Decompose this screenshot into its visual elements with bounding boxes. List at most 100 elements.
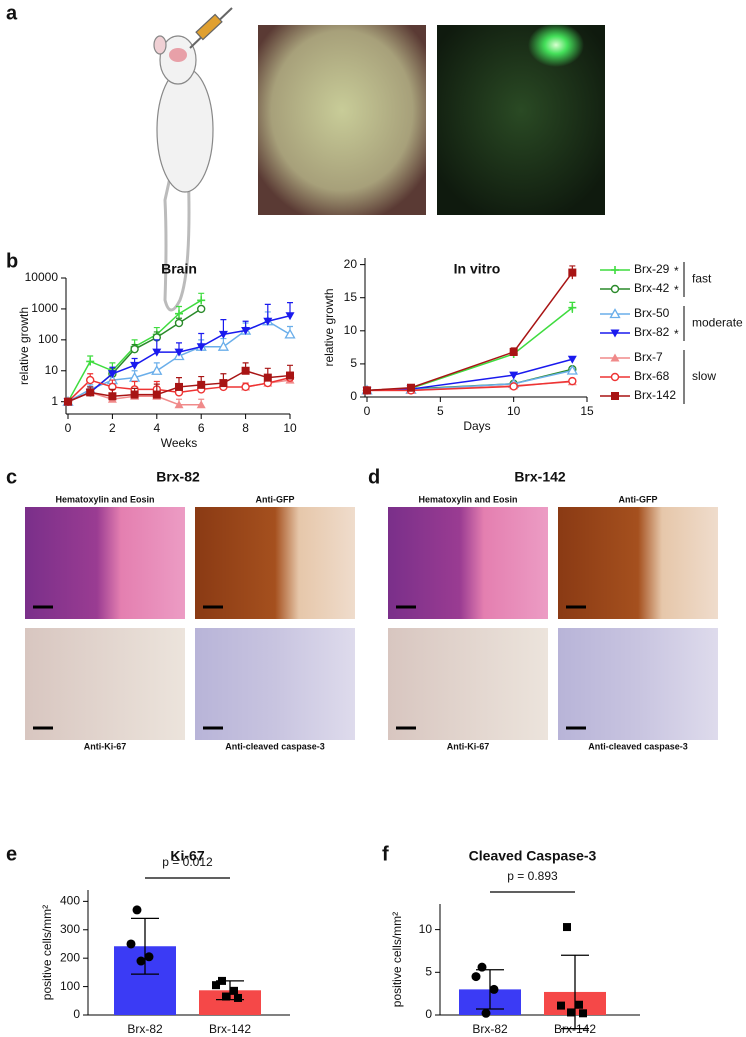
marker <box>234 993 242 1002</box>
legend-label: Brx-29 <box>634 262 670 276</box>
y-tick-label: 0 <box>350 389 357 403</box>
marker <box>219 379 228 388</box>
legend-label: Brx-68 <box>634 369 670 383</box>
legend-label: Brx-82 <box>634 325 670 339</box>
micrograph-title: Brx-142 <box>514 469 566 485</box>
y-tick-label: 5 <box>425 964 432 978</box>
marker <box>610 353 620 362</box>
stain-label: Anti-cleaved caspase-3 <box>588 741 688 751</box>
chart-title: Brain <box>161 261 197 277</box>
y-tick-label: 100 <box>38 332 58 346</box>
y-tick-label: 0 <box>425 1007 432 1021</box>
panel-label: e <box>6 843 17 865</box>
micrograph <box>388 507 548 619</box>
marker <box>489 984 499 994</box>
marker <box>285 312 295 321</box>
y-tick-label: 10 <box>344 323 358 337</box>
x-tick-label: 2 <box>109 421 116 435</box>
micrograph <box>25 507 185 619</box>
legend-flag: * <box>674 283 679 297</box>
stain-label: Anti-Ki-67 <box>447 741 490 751</box>
marker <box>263 373 272 382</box>
marker <box>567 1008 575 1017</box>
x-tick-label: 5 <box>437 404 444 418</box>
marker <box>557 1001 565 1010</box>
y-tick-label: 300 <box>60 922 80 936</box>
marker <box>509 347 518 356</box>
marker <box>218 330 228 339</box>
marker <box>86 388 95 397</box>
marker <box>563 923 571 932</box>
marker <box>86 357 95 366</box>
marker <box>107 370 117 379</box>
marker <box>196 343 206 352</box>
x-tick-label: 8 <box>242 421 249 435</box>
y-axis-label: positive cells/mm² <box>390 912 404 1007</box>
marker <box>579 1009 587 1018</box>
marker <box>611 392 619 400</box>
legend-flag: * <box>674 327 679 341</box>
x-axis-label: Days <box>463 419 490 433</box>
x-tick-label: 15 <box>580 404 594 418</box>
marker <box>286 371 294 380</box>
micrograph <box>558 628 718 740</box>
x-tick-label: Brx-82 <box>127 1022 163 1036</box>
marker <box>477 962 487 972</box>
stain-label: Hematoxylin and Eosin <box>55 494 154 504</box>
marker <box>575 1000 583 1009</box>
marker <box>175 382 183 391</box>
marker <box>263 317 273 326</box>
y-tick-label: 1 <box>51 394 58 408</box>
y-axis-label: positive cells/mm² <box>40 905 54 1000</box>
marker <box>175 309 183 318</box>
panel-label: f <box>382 843 389 865</box>
x-tick-label: 4 <box>153 421 160 435</box>
marker <box>217 340 230 351</box>
marker <box>152 348 162 357</box>
marker <box>174 348 184 357</box>
marker <box>609 308 621 319</box>
panel-label: a <box>6 2 18 24</box>
marker <box>130 344 139 354</box>
marker <box>152 390 161 399</box>
marker <box>568 376 577 386</box>
micrograph-title: Brx-82 <box>156 469 200 485</box>
marker <box>174 400 184 409</box>
marker <box>363 386 371 395</box>
y-axis-label: relative growth <box>17 307 31 385</box>
chart-title: Ki-67 <box>170 848 204 864</box>
marker <box>509 371 519 380</box>
x-tick-label: Brx-142 <box>209 1022 251 1036</box>
legend-label: Brx-142 <box>634 388 676 402</box>
marker <box>218 976 226 985</box>
marker <box>144 952 154 962</box>
marker <box>407 383 415 392</box>
marker <box>241 327 251 336</box>
marker <box>126 939 136 949</box>
legend-flag: * <box>674 264 679 278</box>
y-tick-label: 1000 <box>31 301 58 315</box>
marker <box>151 364 163 375</box>
series-line <box>367 380 573 392</box>
marker <box>132 905 142 915</box>
marker <box>64 397 72 406</box>
error-bar <box>131 917 159 975</box>
micrograph <box>388 628 548 740</box>
y-tick-label: 10 <box>45 363 59 377</box>
marker <box>611 266 619 274</box>
marker <box>568 268 577 277</box>
stain-label: Anti-cleaved caspase-3 <box>225 741 325 751</box>
y-tick-label: 10 <box>419 922 433 936</box>
marker <box>568 303 577 312</box>
marker <box>85 375 95 385</box>
micrograph <box>195 507 355 619</box>
p-value: p = 0.012 <box>162 855 213 869</box>
marker <box>130 361 140 370</box>
panel-label: b <box>6 250 18 272</box>
legend-label: Brx-42 <box>634 281 670 295</box>
y-tick-label: 5 <box>350 356 357 370</box>
marker <box>610 329 620 338</box>
marker <box>241 382 250 392</box>
legend-label: Brx-7 <box>634 350 663 364</box>
x-tick-label: 0 <box>364 404 371 418</box>
